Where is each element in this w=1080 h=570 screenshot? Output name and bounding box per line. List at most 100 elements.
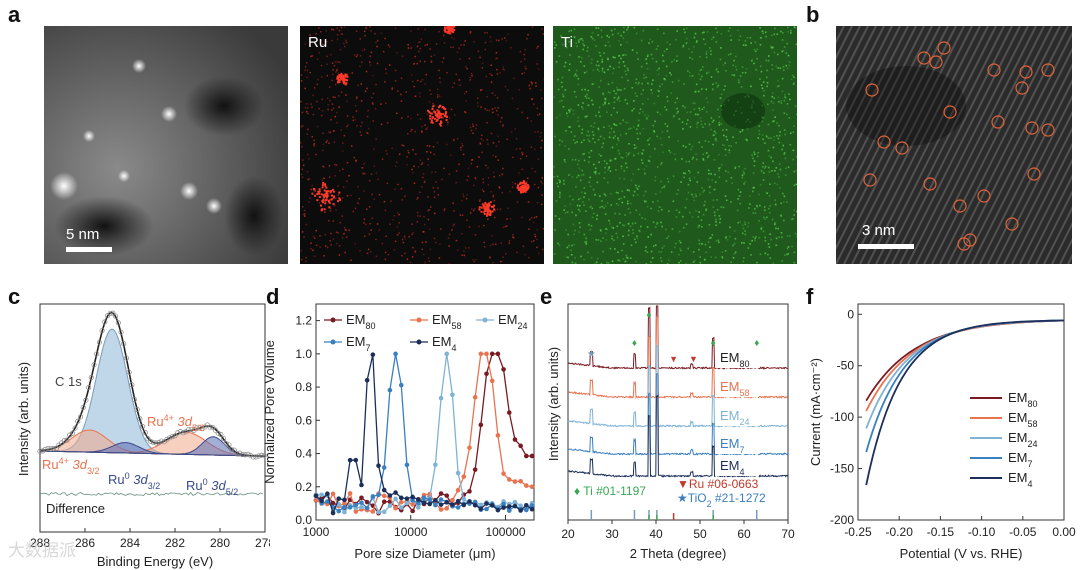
- ru-pixel: [421, 125, 423, 128]
- ru-pixel: [482, 139, 484, 142]
- ru-pixel: [448, 263, 450, 264]
- ru-cluster: [485, 208, 488, 211]
- ru-pixel: [322, 149, 324, 152]
- ru-cluster: [482, 203, 485, 206]
- ru-pixel: [401, 199, 404, 201]
- ti-pixel: [741, 174, 744, 177]
- ru-pixel: [313, 139, 315, 142]
- ru-pixel: [499, 120, 502, 123]
- xtick-label-f-4: -0.05: [1009, 525, 1037, 539]
- ru-pixel: [425, 241, 427, 243]
- ti-pixel: [637, 125, 639, 128]
- ti-pixel: [712, 206, 715, 208]
- ru-pixel: [428, 145, 431, 147]
- ru-cluster: [525, 182, 528, 185]
- ti-pixel: [674, 101, 677, 104]
- ru-pixel: [384, 68, 387, 70]
- ti-pixel: [705, 97, 708, 100]
- ru-pixel: [332, 220, 335, 222]
- ru-pixel: [522, 245, 525, 248]
- ti-pixel: [565, 256, 568, 258]
- ti-pixel: [587, 130, 589, 133]
- panel-a-letter: a: [8, 2, 21, 27]
- ru-pixel: [359, 249, 361, 252]
- ru-cluster: [437, 110, 440, 113]
- ti-pixel: [768, 155, 771, 157]
- ti-pixel: [603, 52, 605, 54]
- ru-pixel: [334, 175, 336, 177]
- ti-pixel: [754, 41, 757, 44]
- ti-pixel: [777, 173, 779, 175]
- legend-label-f-EM80: EM80: [1008, 390, 1038, 409]
- ti-pixel: [772, 160, 774, 163]
- ru-pixel: [336, 34, 339, 36]
- ti-pixel: [678, 253, 680, 256]
- ru-pixel: [501, 260, 503, 262]
- ru-pixel: [300, 74, 303, 76]
- ti-pixel: [691, 193, 693, 196]
- ti-pixel: [595, 239, 597, 241]
- ru-pixel: [340, 26, 343, 29]
- ru-pixel: [355, 110, 358, 112]
- ru-pixel: [533, 216, 536, 219]
- ru-cluster: [444, 27, 447, 30]
- ru-pixel: [453, 210, 455, 212]
- ti-pixel: [604, 205, 607, 207]
- ru-pixel: [407, 47, 410, 49]
- ru-pixel: [486, 32, 488, 34]
- ru-cluster: [436, 114, 439, 117]
- ru-pixel: [500, 116, 503, 119]
- ru-pixel: [452, 139, 455, 142]
- data-point: [99, 327, 105, 334]
- ru-pixel: [528, 84, 531, 87]
- data-point: [77, 414, 84, 420]
- ti-pixel: [614, 212, 616, 215]
- legend-label-EM80: EM80: [346, 312, 376, 331]
- ti-pixel: [568, 126, 571, 128]
- ti-pixel: [758, 129, 760, 132]
- ru-pixel: [329, 131, 331, 134]
- ti-pixel: [753, 151, 756, 153]
- ti-pixel: [585, 97, 588, 99]
- ru-pixel: [487, 218, 489, 220]
- ru-pixel: [434, 241, 437, 244]
- ru-cluster: [525, 185, 528, 188]
- ru-map-label: Ru: [308, 34, 328, 51]
- legend-label-f-EM24: EM24: [1008, 430, 1038, 449]
- ti-pixel: [766, 81, 769, 84]
- ru-pixel: [423, 181, 426, 184]
- ti-pixel: [568, 69, 571, 71]
- ti-pixel: [582, 201, 584, 203]
- ti-pixel: [635, 81, 637, 84]
- ru-pixel: [334, 204, 336, 207]
- ru-pixel: [466, 194, 468, 196]
- series-point-EM4: [524, 502, 529, 508]
- ru-pixel: [439, 81, 441, 84]
- ru-pixel: [469, 32, 472, 34]
- ti-pixel: [673, 246, 676, 249]
- ru-pixel: [475, 127, 477, 130]
- ti-pixel: [646, 226, 649, 228]
- lattice-fringe: [947, 26, 1069, 264]
- ru-pixel: [536, 246, 538, 249]
- ru-cluster: [321, 208, 324, 211]
- ru-pixel: [376, 62, 379, 65]
- ti-pixel: [764, 239, 767, 242]
- ru-pixel: [439, 228, 442, 230]
- lattice-fringe: [836, 26, 877, 108]
- ru-pixel: [492, 195, 494, 198]
- ti-pixel: [614, 157, 617, 160]
- ru-pixel: [348, 229, 350, 232]
- ru-pixel: [437, 194, 440, 196]
- ti-pixel: [675, 38, 677, 41]
- ti-pixel: [636, 95, 638, 97]
- ti-pixel: [763, 206, 766, 208]
- ti-pixel: [714, 256, 717, 259]
- watermark: 大数据派: [8, 541, 76, 560]
- ti-pixel: [614, 92, 617, 95]
- ti-pixel: [793, 26, 796, 28]
- annotation-c1s: C 1s: [55, 374, 82, 389]
- ru-pixel: [416, 45, 419, 48]
- ti-pixel: [579, 179, 582, 182]
